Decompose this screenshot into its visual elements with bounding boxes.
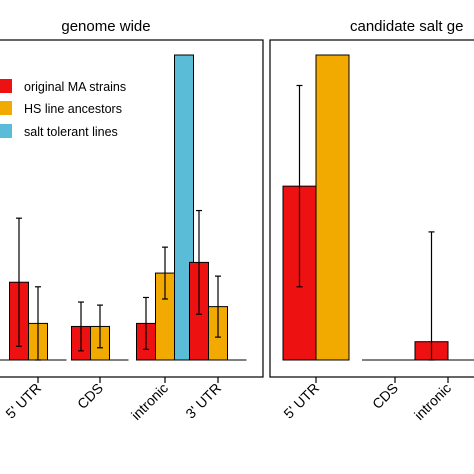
panel-genome-wide: genome wide 5' UTR CDS intronic 3' UTR orig… [0,18,264,423]
bar [315,54,350,361]
legend: original MA strains HS line ancestors sa… [0,79,126,139]
x-axis-genome-wide: 5' UTR CDS intronic 3' UTR [2,377,224,423]
x-tick-label: 5' UTR [280,380,322,422]
x-tick-label: CDS [369,380,401,412]
legend-label-salt-tolerant: salt tolerant lines [24,125,118,139]
bars-genome-wide [0,54,247,361]
legend-label-original-ma: original MA strains [24,80,126,94]
x-tick-label: CDS [74,380,106,412]
bar [174,54,194,361]
panel-title-genome-wide: genome wide [61,18,150,35]
legend-label-hs-ancestors: HS line ancestors [24,102,122,116]
x-tick-label: 3' UTR [182,380,224,422]
panel-candidate-salt-genes: candidate salt ge 5' UTR CDS intronic [269,18,474,423]
x-axis-candidate-salt-genes: 5' UTR CDS intronic [280,377,454,423]
panel-frame-genome-wide [0,39,264,378]
legend-swatch-salt-tolerant [0,124,12,138]
panel-frame-candidate-salt-genes [269,39,474,378]
bars-candidate-salt-genes [282,54,474,361]
x-tick-label: intronic [411,380,454,423]
x-tick-label: intronic [128,380,171,423]
legend-swatch-original-ma [0,79,12,93]
legend-swatch-hs-ancestors [0,101,12,115]
panel-title-candidate-salt-genes: candidate salt ge [350,18,463,35]
x-tick-label: 5' UTR [2,380,44,422]
